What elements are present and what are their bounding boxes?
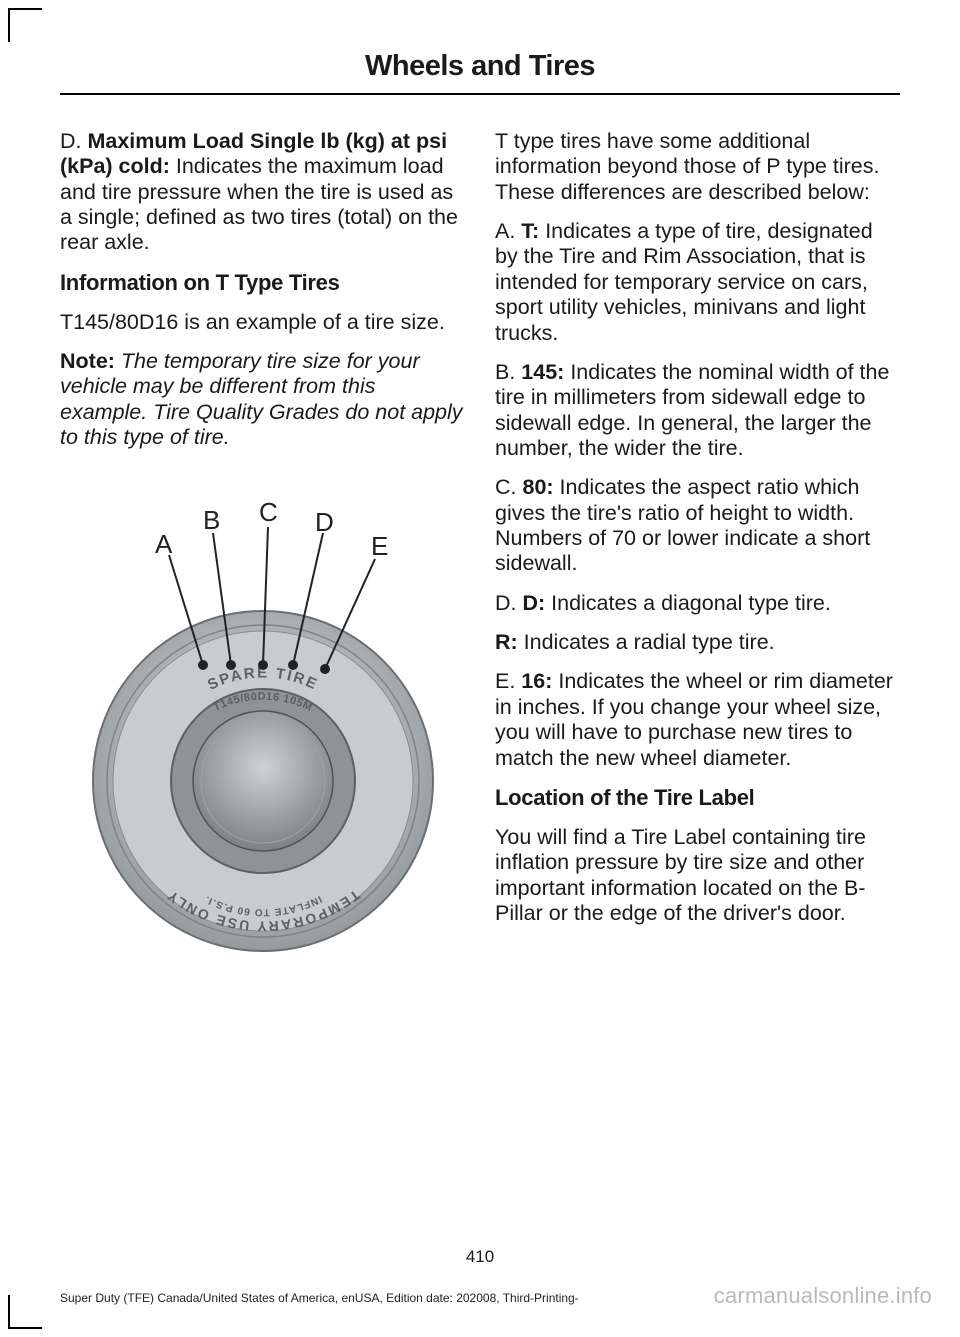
note-body: The temporary tire size for your vehicle…	[60, 349, 463, 449]
para-B-prefix: B.	[495, 360, 521, 384]
para-E-bold: 16:	[521, 669, 552, 693]
content-columns: D. Maximum Load Single lb (kg) at psi (k…	[60, 129, 900, 971]
tire-hub	[193, 711, 333, 851]
para-B: B. 145: Indicates the nominal width of t…	[495, 360, 900, 461]
para-example-size: T145/80D16 is an example of a tire size.	[60, 310, 465, 335]
para-C: C. 80: Indicates the aspect ratio which …	[495, 475, 900, 576]
para-C-bold: 80:	[522, 475, 553, 499]
crop-mark-bottom-left	[8, 1295, 42, 1329]
heading-location: Location of the Tire Label	[495, 785, 900, 811]
label-B: B	[203, 505, 220, 535]
para-D-rest: Indicates a diagonal type tire.	[545, 591, 831, 615]
watermark: carmanualsonline.info	[714, 1283, 932, 1309]
tire-svg: SPARE TIRE T145/80D16 105M TEMPORARY USE…	[73, 491, 453, 971]
para-A-prefix: A.	[495, 219, 521, 243]
para-R-rest: Indicates a radial type tire.	[518, 630, 775, 654]
label-E: E	[371, 531, 388, 561]
left-column: D. Maximum Load Single lb (kg) at psi (k…	[60, 129, 465, 971]
para-D-bold: D:	[522, 591, 545, 615]
para-D-diag: D. D: Indicates a diagonal type tire.	[495, 591, 900, 616]
para-d-prefix: D.	[60, 129, 87, 153]
para-D-prefix: D.	[495, 591, 522, 615]
para-E-rest: Indicates the wheel or rim diameter in i…	[495, 669, 893, 769]
note-label: Note:	[60, 349, 115, 373]
para-A-rest: Indicates a type of tire, designated by …	[495, 219, 873, 344]
label-A: A	[155, 529, 173, 559]
para-note: Note: The temporary tire size for your v…	[60, 349, 465, 450]
page-header: Wheels and Tires	[60, 50, 900, 95]
para-E-prefix: E.	[495, 669, 521, 693]
label-C: C	[259, 497, 278, 527]
para-t-intro: T type tires have some additional inform…	[495, 129, 900, 205]
para-location: You will find a Tire Label containing ti…	[495, 825, 900, 926]
para-A-bold: T:	[521, 219, 539, 243]
page: Wheels and Tires D. Maximum Load Single …	[0, 0, 960, 1337]
para-C-prefix: C.	[495, 475, 522, 499]
right-column: T type tires have some additional inform…	[495, 129, 900, 971]
para-d-maxload: D. Maximum Load Single lb (kg) at psi (k…	[60, 129, 465, 256]
footer-edition: Super Duty (TFE) Canada/United States of…	[60, 1291, 579, 1305]
para-B-bold: 145:	[521, 360, 564, 384]
para-A: A. T: Indicates a type of tire, designat…	[495, 219, 900, 346]
label-D: D	[315, 507, 334, 537]
page-title: Wheels and Tires	[60, 50, 900, 83]
crop-mark-top-left	[8, 8, 42, 42]
page-number: 410	[0, 1247, 960, 1267]
para-R: R: Indicates a radial type tire.	[495, 630, 900, 655]
para-R-bold: R:	[495, 630, 518, 654]
tire-figure: SPARE TIRE T145/80D16 105M TEMPORARY USE…	[60, 491, 465, 971]
callout-labels: A B C D E	[155, 497, 388, 561]
heading-info-t-type: Information on T Type Tires	[60, 270, 465, 296]
para-E: E. 16: Indicates the wheel or rim diamet…	[495, 669, 900, 770]
